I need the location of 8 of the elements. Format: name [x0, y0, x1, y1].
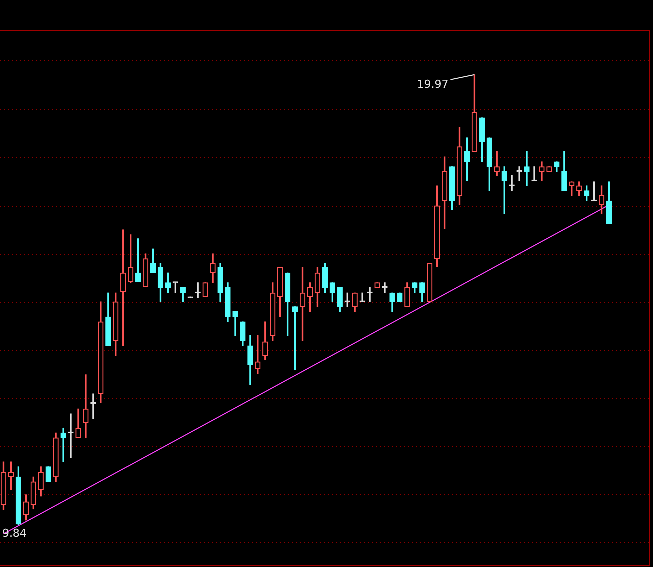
candlestick	[509, 175, 515, 192]
candlestick	[83, 374, 89, 438]
candlestick	[60, 428, 66, 462]
candlestick	[360, 292, 366, 302]
annotation: 19.97	[417, 78, 449, 91]
annotation: 9.84	[2, 527, 27, 540]
candlestick	[524, 151, 530, 186]
candlestick	[232, 312, 238, 336]
